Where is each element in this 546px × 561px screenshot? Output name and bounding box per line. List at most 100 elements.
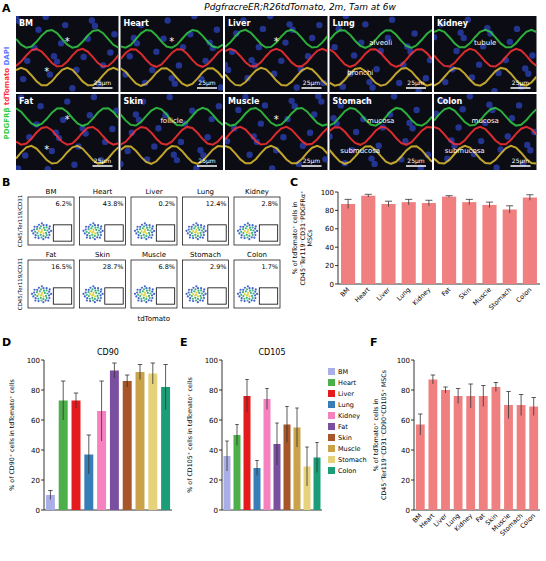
micrograph: Fat**25μm [15, 94, 120, 173]
image-background [434, 94, 537, 170]
error-line [88, 435, 89, 474]
image-texture [225, 94, 328, 170]
event-dot [101, 293, 103, 295]
nucleus [351, 52, 357, 58]
event-dot [147, 229, 149, 231]
y-tick [219, 420, 222, 421]
nucleus [318, 98, 324, 104]
annotation: submucosa [445, 147, 485, 155]
legend-entry: Heart [338, 379, 357, 387]
flow-plot: Skin28.7% [80, 251, 126, 308]
legend-swatch [328, 467, 335, 474]
event-dot [192, 300, 194, 302]
error-cap [506, 205, 513, 206]
event-dot [254, 228, 256, 230]
event-dot [252, 287, 254, 289]
event-dot [254, 234, 256, 236]
y-tick-label: 40 [401, 447, 410, 455]
event-dot [202, 231, 204, 233]
tissue-stroke [16, 30, 119, 48]
event-dot [94, 290, 96, 292]
event-dot [99, 237, 101, 239]
bars [416, 375, 538, 510]
event-dot [253, 300, 255, 302]
error-bar [99, 381, 103, 441]
event-dot [94, 224, 96, 226]
bar [422, 203, 436, 284]
event-dot [100, 225, 102, 227]
error-bar [345, 199, 352, 208]
event-dot [41, 285, 43, 287]
event-dot [92, 229, 94, 231]
nucleus [371, 161, 377, 167]
error-bar [531, 398, 535, 416]
event-dot [248, 235, 250, 237]
event-dot [46, 292, 48, 294]
gate [259, 288, 277, 304]
event-dot [99, 294, 101, 296]
y-tick-label: 60 [31, 417, 40, 425]
annotation: bronchi [347, 69, 373, 77]
error-cap [225, 441, 229, 442]
chart-title: CD105 [258, 348, 285, 357]
event-dot [38, 287, 40, 289]
event-dot [252, 226, 254, 228]
gate [53, 288, 71, 304]
event-dot [94, 232, 96, 234]
scale-bar-label: 25μm [303, 157, 320, 165]
error-cap [255, 460, 259, 461]
nucleus [461, 35, 467, 41]
y-tick [219, 390, 222, 391]
event-dot [201, 229, 203, 231]
event-dot [237, 293, 239, 295]
nucleus [107, 49, 113, 55]
event-dot [150, 300, 152, 302]
tissue-stroke [330, 49, 433, 67]
plot-frame [234, 197, 280, 245]
tissue-label: Skin [95, 251, 110, 259]
error-cap [61, 381, 65, 382]
event-dot [248, 238, 250, 240]
error-cap [48, 490, 52, 491]
event-dot [47, 237, 49, 239]
event-dot [198, 229, 200, 231]
nucleus [191, 16, 197, 19]
tissue-stroke [225, 108, 328, 126]
error-bar [255, 461, 259, 476]
nucleus [527, 147, 533, 153]
axis-title-line: MSCs [306, 229, 313, 246]
event-dot [85, 289, 87, 291]
event-dot [86, 234, 88, 236]
image-texture [16, 94, 119, 170]
event-dot [203, 288, 205, 290]
annotation: mucosa [367, 117, 394, 125]
gate-percent: 0.2% [158, 200, 175, 208]
legend-swatch [328, 379, 335, 386]
event-dot [253, 237, 255, 239]
bars [46, 363, 170, 510]
event-dot [139, 226, 141, 228]
y-tick-label: 20 [209, 477, 218, 485]
micrograph: Liver*25μm [222, 13, 328, 92]
image-texture [330, 16, 433, 92]
scale-bar-label: 25μm [407, 157, 424, 165]
event-dot [197, 287, 199, 289]
event-dot [153, 230, 155, 232]
y-tick-label: 60 [325, 225, 334, 233]
event-dot [33, 289, 35, 291]
flow-plot: BM6.2% [28, 188, 74, 245]
y-tick-label: 100 [397, 357, 410, 365]
event-dot [251, 232, 253, 234]
gate [105, 288, 123, 304]
event-dot [143, 225, 145, 227]
event-dot [248, 287, 250, 289]
event-dot [203, 228, 205, 230]
error-cap [456, 388, 460, 389]
error-line [127, 375, 128, 387]
tissue-stroke [434, 127, 537, 145]
event-dot [240, 236, 242, 238]
event-dot [94, 295, 96, 297]
error-cap [446, 195, 453, 196]
tissue-label: Lung [197, 188, 214, 196]
event-dot [192, 287, 194, 289]
